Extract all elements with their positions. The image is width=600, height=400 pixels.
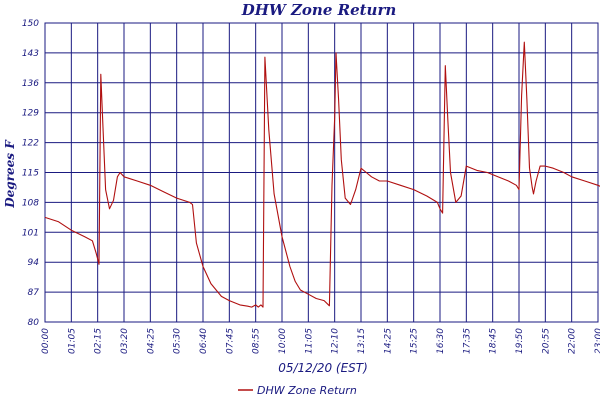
x-tick-label: 12:10 xyxy=(331,328,341,354)
y-tick-label: 136 xyxy=(22,79,39,89)
y-tick-label: 101 xyxy=(22,228,39,238)
y-tick-label: 143 xyxy=(22,49,39,59)
legend: DHW Zone Return xyxy=(238,384,357,397)
x-tick-label: 20:55 xyxy=(541,328,551,354)
plot-frame xyxy=(44,22,599,323)
y-tick-label: 115 xyxy=(22,169,39,179)
x-tick-label: 16:30 xyxy=(436,328,446,354)
x-tick-label: 02:15 xyxy=(94,328,104,354)
x-tick-label: 22:00 xyxy=(568,328,578,354)
plot-area: 80 87 94 101 108 115 122 129 136 143 150 00:00 01:05… xyxy=(22,19,600,354)
y-tick-label: 87 xyxy=(28,288,40,298)
x-axis-label: 05/12/20 (EST) xyxy=(278,361,368,375)
y-tick-label: 150 xyxy=(22,19,39,29)
x-tick-label: 13:15 xyxy=(357,328,367,354)
x-tick-label: 23:00 xyxy=(594,328,600,354)
x-tick-label: 06:40 xyxy=(199,328,209,354)
x-tick-label: 10:00 xyxy=(278,328,288,354)
y-tick-label: 94 xyxy=(28,258,40,268)
x-tick-label: 17:35 xyxy=(462,328,472,354)
chart-title: DHW Zone Return xyxy=(241,1,397,19)
x-tick-label: 03:20 xyxy=(120,328,130,354)
y-tick-label: 108 xyxy=(22,198,39,208)
x-tick-label: 04:25 xyxy=(146,328,156,354)
y-axis-label: Degrees F xyxy=(3,139,17,209)
x-tick-label: 15:25 xyxy=(410,328,420,354)
x-tick-label: 11:05 xyxy=(304,328,314,354)
x-tick-label: 00:00 xyxy=(41,328,51,354)
y-tick-label: 129 xyxy=(22,109,39,119)
x-tick-label: 01:05 xyxy=(67,328,77,354)
x-tick-label: 08:55 xyxy=(252,328,262,354)
x-tick-label: 07:45 xyxy=(225,328,235,354)
x-tick-label: 18:45 xyxy=(489,328,499,354)
x-tick-label: 14:25 xyxy=(383,328,393,354)
y-tick-label: 122 xyxy=(22,139,39,149)
series-line xyxy=(44,41,600,308)
legend-label: DHW Zone Return xyxy=(257,384,357,397)
y-tick-label: 80 xyxy=(28,318,40,328)
x-tick-label: 05:30 xyxy=(173,328,183,354)
x-tick-label: 19:50 xyxy=(515,328,525,354)
